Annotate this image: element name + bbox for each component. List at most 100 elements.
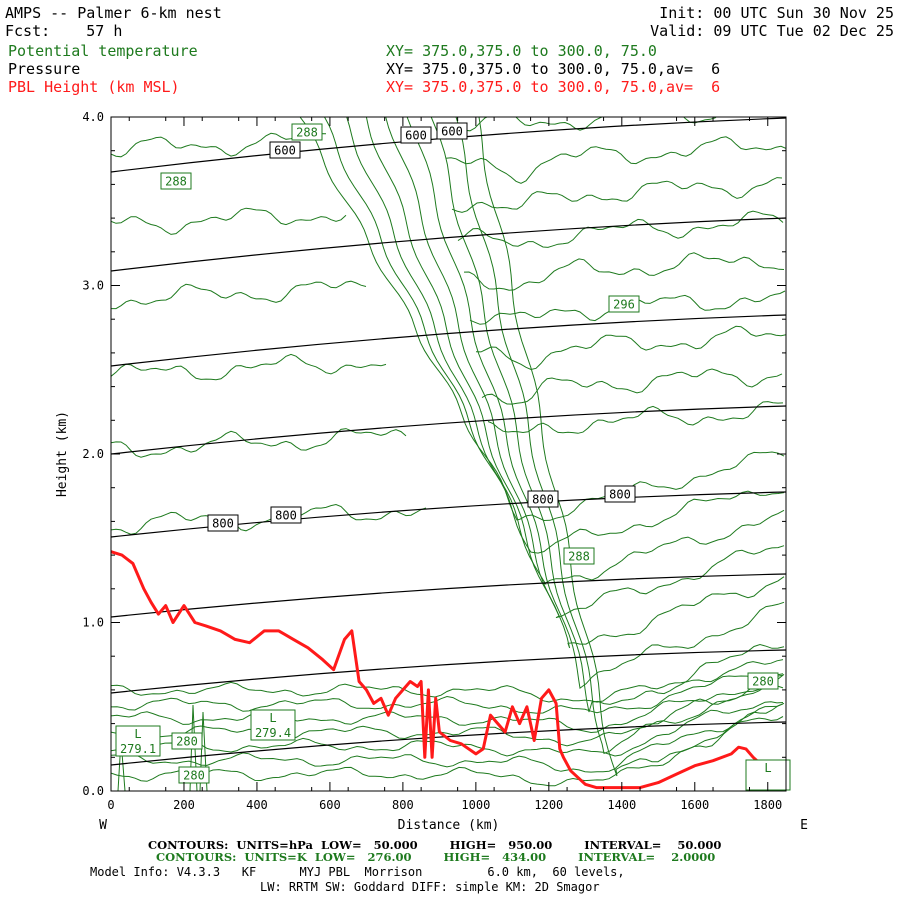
footer-contours-hpa: CONTOURS: UNITS=hPa LOW= 50.000 HIGH= 95… (148, 838, 722, 852)
theta-contour (111, 674, 784, 734)
theta-label-box (608, 295, 640, 313)
field-pressure-name: Pressure (8, 60, 81, 78)
theta-label: 296 (613, 298, 635, 312)
y-axis-label: Height (km) (55, 411, 70, 497)
field-pbl-name: PBL Height (km MSL) (8, 78, 180, 96)
pressure-label: 800 (609, 488, 631, 502)
theta-contour (385, 117, 785, 649)
theta-label-box (291, 123, 323, 141)
y-tick-label: 0.0 (82, 784, 104, 798)
x-tick-label: 1000 (461, 798, 490, 812)
theta-label: 288 (296, 126, 318, 140)
field-pressure-xy: XY= 375.0,375.0 to 300.0, 75.0,av= 6 (386, 60, 721, 78)
theta-contour (406, 117, 785, 689)
theta-contour (189, 704, 198, 791)
theta-contour (111, 659, 784, 703)
isobar (111, 721, 786, 766)
y-tick-label: 4.0 (82, 110, 104, 124)
isobar (111, 649, 786, 694)
pressure-label: 600 (441, 125, 463, 139)
field-theta-xy: XY= 375.0,375.0 to 300.0, 75.0 (386, 42, 657, 60)
theta-label-box (160, 172, 192, 190)
isobar (111, 405, 786, 455)
footer-model-info2: LW: RRTM SW: Goddard DIFF: simple KM: 2D… (260, 880, 600, 894)
theta-contour (365, 117, 785, 619)
pbl-series (110, 550, 784, 790)
low-label-letter: L (134, 727, 141, 741)
theta-contour (111, 684, 784, 747)
theta-contour (430, 117, 785, 713)
pressure-label-box (436, 122, 468, 140)
x-tick-label: 0 (107, 798, 114, 812)
isobar (111, 217, 786, 272)
x-tick-label: 1800 (753, 798, 782, 812)
plot-frame (110, 116, 787, 792)
theta-label: 288 (568, 550, 590, 564)
theta-contour (111, 503, 427, 535)
x-axis-label: Distance (km) (398, 818, 500, 833)
theta-label-box (171, 732, 203, 750)
pressure-label-box (604, 485, 636, 503)
init-time: Init: 00 UTC Sun 30 Nov 25 (659, 4, 894, 22)
pressure-label-box (400, 126, 432, 144)
east-label: E (800, 818, 808, 833)
theta-contour (111, 701, 784, 757)
axes: 0 200 400 600 800 1000 1200 1400 1600 1800 0.0 1.0 2… (55, 110, 808, 833)
pressure-label: 800 (532, 493, 554, 507)
theta-contour (111, 280, 367, 310)
x-tick-label: 800 (392, 798, 414, 812)
isobar (111, 573, 786, 618)
theta-label-box (747, 672, 779, 690)
model-title: AMPS -- Palmer 6-km nest (5, 4, 222, 22)
pressure-label: 600 (274, 144, 296, 158)
theta-contour (111, 673, 784, 714)
theta-contour (111, 207, 347, 235)
x-tick-label: 600 (319, 798, 341, 812)
theta-contour (111, 428, 407, 458)
theta-contour (111, 703, 784, 773)
valid-time: Valid: 09 UTC Tue 02 Dec 25 (650, 22, 894, 40)
theta-contour (487, 401, 784, 434)
theta-contour (111, 353, 387, 381)
x-tick-label: 1400 (607, 798, 636, 812)
y-tick-label: 3.0 (82, 279, 104, 293)
pressure-label-box (207, 514, 239, 532)
theta-contour (451, 177, 783, 213)
theta-contour (346, 117, 785, 585)
west-label: W (99, 818, 107, 833)
y-tick-label: 1.0 (82, 616, 104, 630)
pressure-label: 800 (212, 517, 234, 531)
theta-label: 280 (752, 675, 774, 689)
theta-contour (481, 368, 783, 405)
low-label-box (115, 725, 161, 757)
isobar (111, 491, 786, 538)
theta-label-box (178, 766, 210, 784)
low-label-letter: L (269, 711, 276, 725)
low-label-letter: L (764, 761, 771, 775)
low-label-box (250, 709, 296, 741)
x-tick-label: 400 (246, 798, 268, 812)
isobar (111, 314, 786, 367)
y-tick-label: 2.0 (82, 447, 104, 461)
theta-contour (445, 136, 786, 184)
pressure-label-box (269, 141, 301, 159)
theta-label: 280 (176, 735, 198, 749)
forecast-hour: Fcst: 57 h (5, 22, 123, 40)
field-pbl-xy: XY= 375.0,375.0 to 300.0, 75.0,av= 6 (386, 78, 721, 96)
pressure-label: 600 (405, 129, 427, 143)
theta-contour (457, 210, 784, 248)
theta-contour (455, 117, 785, 755)
pressure-label-box (270, 506, 302, 524)
pbl-height-line (110, 550, 784, 790)
low-label-value: 279.4 (255, 726, 291, 740)
pressure-label: 800 (275, 509, 297, 523)
theta-contour (111, 132, 327, 158)
x-tick-label: 200 (173, 798, 195, 812)
field-theta-name: Potential temperature (8, 42, 198, 60)
x-tick-label: 1200 (534, 798, 563, 812)
theta-label: 280 (183, 769, 205, 783)
low-label-value: 279.1 (120, 742, 156, 756)
theta-contour (478, 117, 785, 777)
theta-contour (299, 117, 785, 522)
